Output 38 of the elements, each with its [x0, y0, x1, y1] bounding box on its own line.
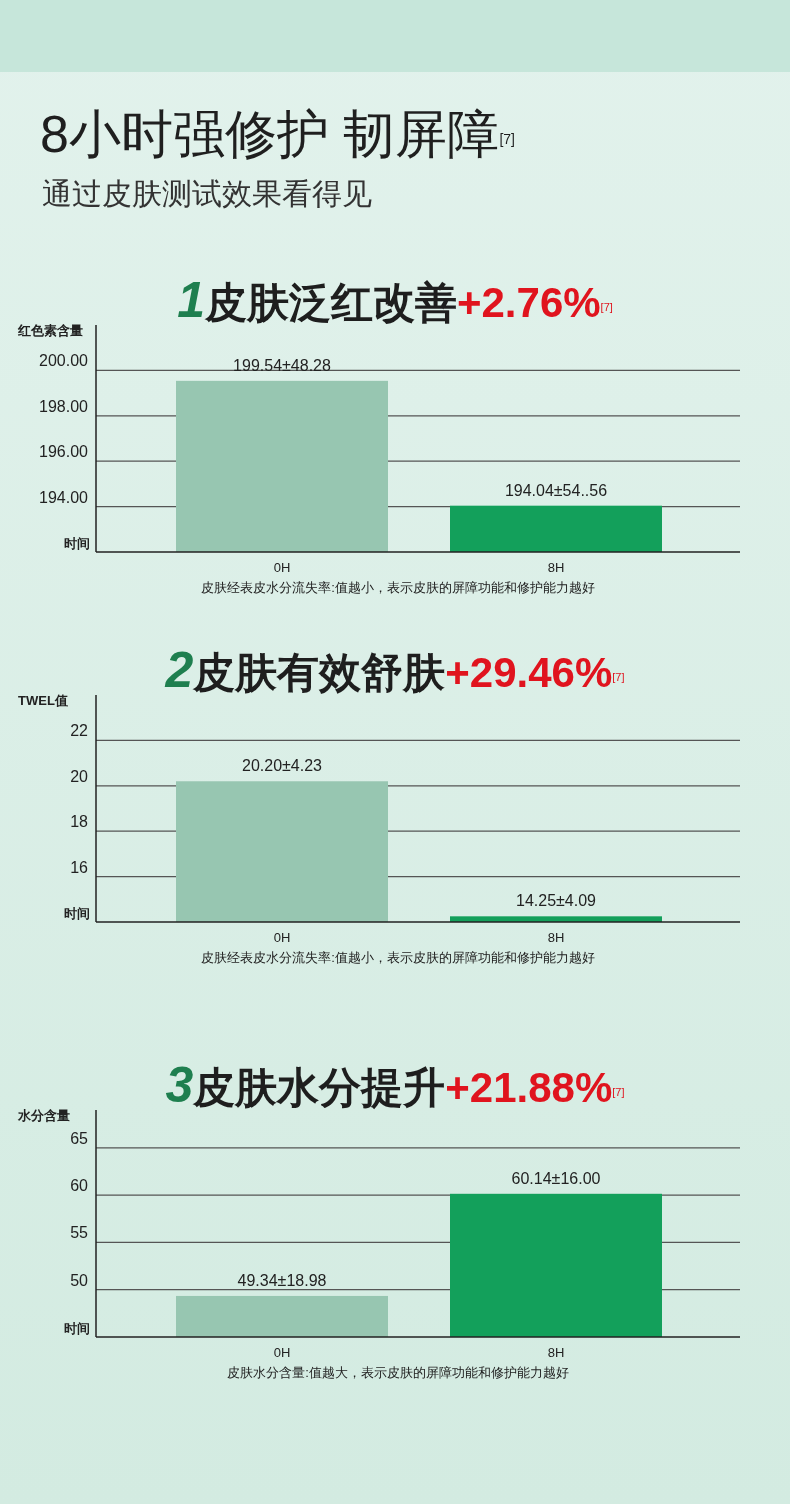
y-tick-label: 198.00 — [39, 397, 89, 415]
y-tick-label: 200.00 — [39, 352, 89, 370]
y-tick-label: 20 — [70, 767, 89, 785]
text: 8小时强修护 韧屏障$^{[7]}$ — [40, 105, 515, 163]
y-tick-label: 16 — [70, 858, 89, 876]
x-tick-label: 8H — [547, 930, 565, 945]
y-tick-label: 18 — [70, 813, 89, 831]
chart-title: 2皮肤有效舒肤+29.46%$^{[7]}$ — [164, 642, 625, 698]
data-label: 14.25±4.09 — [516, 892, 597, 910]
data-label: 199.54±48.28 — [233, 356, 331, 374]
y-tick-label: 55 — [70, 1224, 89, 1242]
data-label: 194.04±54..56 — [504, 481, 608, 499]
text: 皮肤水分含量:值越大，表示皮肤的屏障功能和修护能力越好 — [227, 1365, 569, 1380]
y-tick-label: 194.00 — [39, 488, 89, 506]
data-label: 49.34±18.98 — [237, 1271, 327, 1289]
chart-title: 3皮肤水分提升+21.88%$^{[7]}$ — [165, 1057, 625, 1113]
y-axis-title: 水分含量 — [17, 1108, 70, 1123]
x-tick-label: 8H — [547, 560, 565, 575]
x-tick-label: 0H — [273, 930, 291, 945]
y-tick-label: 50 — [70, 1271, 89, 1289]
text: 通过皮肤测试效果看得见 — [42, 177, 372, 210]
x-axis-title: 时间 — [64, 906, 90, 921]
x-axis-title: 时间 — [64, 536, 90, 551]
y-tick-label: 60 — [70, 1177, 89, 1195]
text: 皮肤经表皮水分流失率:值越小，表示皮肤的屏障功能和修护能力越好 — [201, 950, 595, 965]
chart-title: 1皮肤泛红改善+2.76%$^{[7]}$ — [177, 272, 613, 328]
data-label: 20.20±4.23 — [242, 757, 323, 775]
y-axis-title: TWEL值 — [18, 693, 68, 708]
data-label: 60.14±16.00 — [511, 1169, 601, 1187]
y-tick-label: 22 — [70, 722, 89, 740]
x-tick-label: 0H — [273, 560, 291, 575]
y-tick-label: 65 — [70, 1129, 89, 1147]
text: 皮肤经表皮水分流失率:值越小，表示皮肤的屏障功能和修护能力越好 — [201, 580, 595, 595]
x-axis-title: 时间 — [64, 1321, 90, 1336]
y-axis-title: 红色素含量 — [17, 323, 83, 338]
x-tick-label: 8H — [547, 1345, 565, 1360]
x-tick-label: 0H — [273, 1345, 291, 1360]
y-tick-label: 196.00 — [39, 443, 89, 461]
